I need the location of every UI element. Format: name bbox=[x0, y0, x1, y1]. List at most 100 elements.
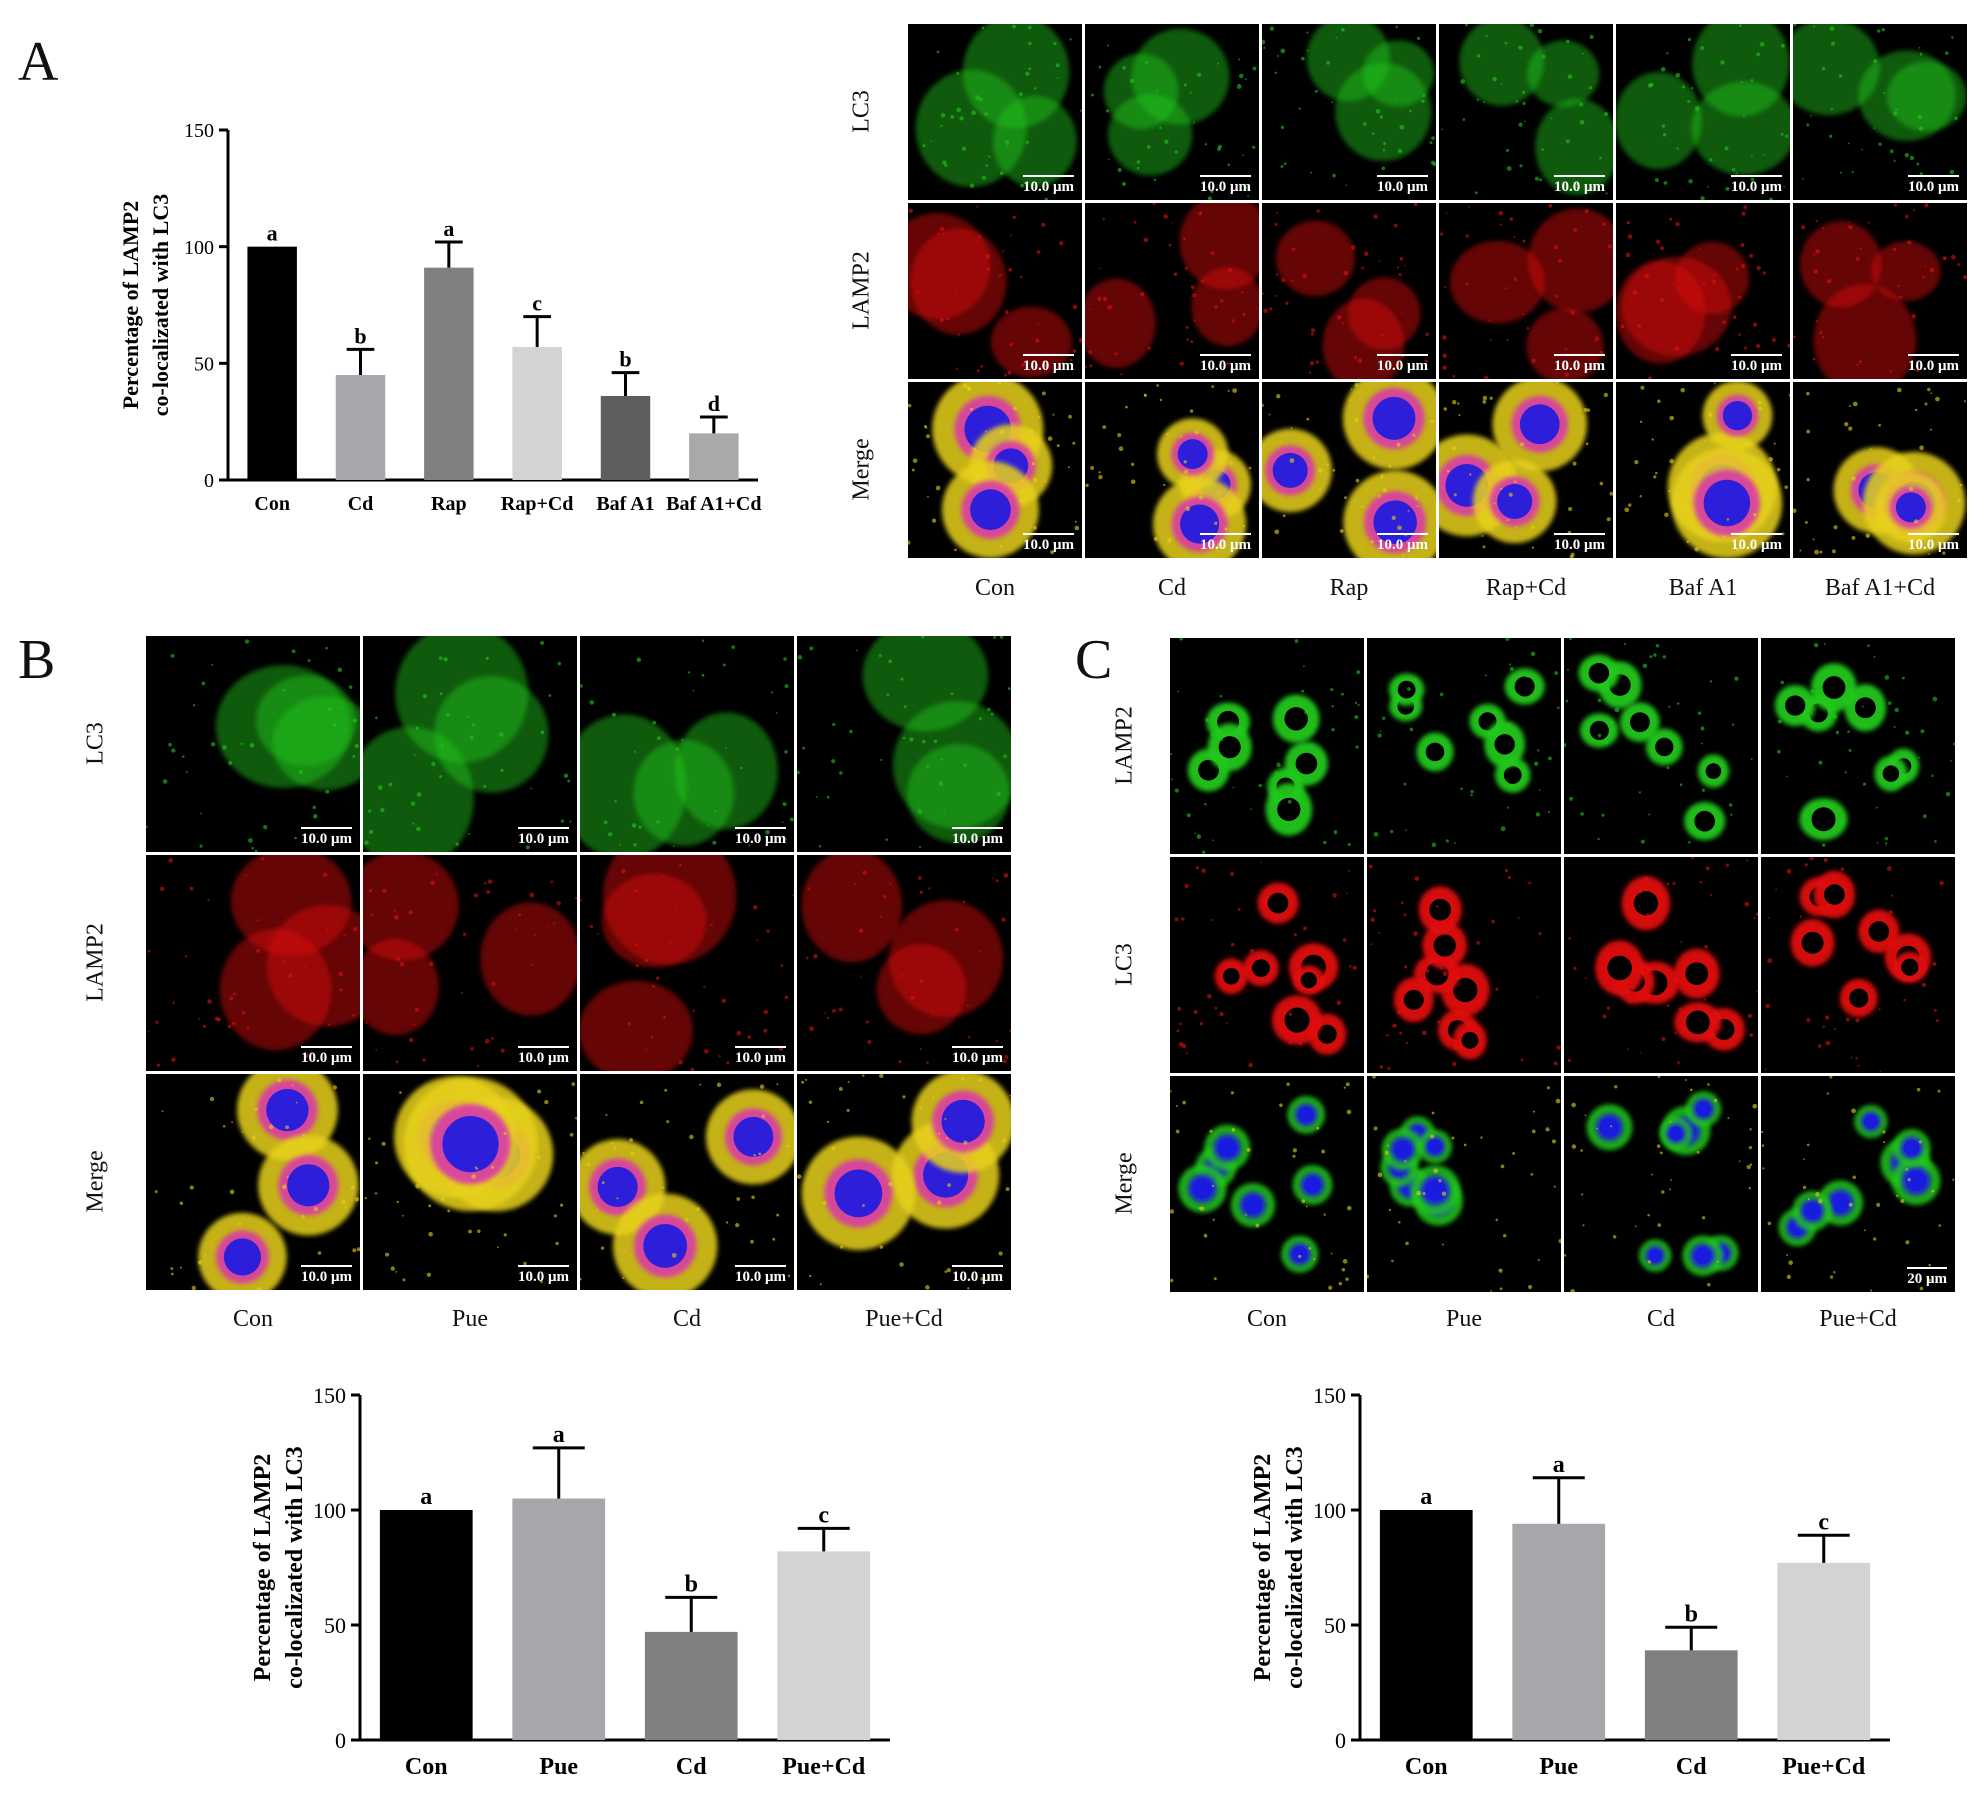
speckle bbox=[1106, 44, 1109, 47]
micrograph-image: 10.0 μm bbox=[797, 636, 1011, 852]
speckle bbox=[1541, 148, 1544, 151]
speckle bbox=[1218, 144, 1222, 149]
cell-hollow bbox=[1251, 959, 1270, 978]
speckle bbox=[503, 1233, 507, 1237]
speckle bbox=[1775, 888, 1778, 891]
speckle bbox=[1928, 553, 1931, 555]
speckle bbox=[617, 1231, 621, 1236]
speckle bbox=[1832, 714, 1838, 719]
x-tick-label: Cd bbox=[348, 493, 374, 515]
speckle bbox=[928, 887, 931, 890]
speckle bbox=[1003, 873, 1009, 878]
fluorescent-cell bbox=[1335, 62, 1432, 161]
speckle bbox=[1252, 66, 1257, 71]
nucleus-core bbox=[1803, 1202, 1821, 1220]
speckle bbox=[307, 659, 311, 662]
speckle bbox=[1551, 1139, 1556, 1144]
speckle bbox=[1565, 699, 1569, 703]
speckle bbox=[808, 1100, 813, 1104]
speckle bbox=[1393, 223, 1398, 228]
speckle bbox=[980, 1277, 985, 1281]
speckle bbox=[1506, 166, 1512, 171]
speckle bbox=[885, 838, 888, 841]
speckle bbox=[1252, 145, 1256, 149]
speckle bbox=[940, 113, 946, 118]
speckle bbox=[1509, 666, 1514, 671]
speckle bbox=[1133, 220, 1137, 224]
speckle bbox=[826, 1016, 830, 1019]
speckle bbox=[1470, 789, 1474, 794]
speckle bbox=[977, 234, 981, 238]
speckle bbox=[1780, 132, 1784, 136]
speckle bbox=[1498, 1268, 1503, 1273]
bar bbox=[1777, 1562, 1871, 1740]
fluorescent-cell bbox=[1191, 267, 1259, 347]
speckle bbox=[1003, 754, 1007, 759]
row-label: Merge bbox=[1111, 1152, 1138, 1215]
speckle bbox=[1125, 405, 1128, 409]
micrograph-image: 10.0 μm bbox=[1439, 24, 1613, 200]
speckle bbox=[1848, 1202, 1853, 1207]
speckle bbox=[1519, 164, 1523, 168]
speckle bbox=[1806, 478, 1810, 482]
speckle bbox=[1152, 203, 1156, 206]
fluorescent-cell bbox=[993, 95, 1077, 188]
speckle bbox=[312, 814, 318, 819]
speckle bbox=[1469, 473, 1472, 476]
micrograph-image: 10.0 μm bbox=[363, 636, 577, 852]
speckle bbox=[1803, 815, 1806, 818]
speckle bbox=[553, 922, 556, 925]
x-tick-label: Baf A1 bbox=[596, 493, 654, 515]
speckle bbox=[775, 712, 778, 714]
speckle bbox=[1059, 241, 1064, 246]
speckle bbox=[321, 1145, 325, 1149]
speckle bbox=[880, 915, 883, 918]
significance-letter: b bbox=[354, 323, 366, 348]
speckle bbox=[1939, 881, 1944, 886]
speckle bbox=[1345, 1277, 1349, 1281]
significance-letter: a bbox=[1553, 1452, 1565, 1478]
cell-hollow bbox=[1589, 720, 1609, 741]
speckle bbox=[1897, 387, 1902, 393]
speckle bbox=[364, 840, 369, 845]
speckle bbox=[1231, 319, 1236, 323]
micrograph-image bbox=[1367, 1076, 1561, 1292]
speckle bbox=[1529, 24, 1535, 28]
speckle bbox=[413, 754, 416, 757]
speckle bbox=[1383, 142, 1387, 145]
speckle bbox=[1748, 1187, 1751, 1190]
fluorescent-cell bbox=[1616, 260, 1706, 364]
speckle bbox=[1346, 1109, 1352, 1115]
nucleus-core bbox=[1905, 1170, 1927, 1191]
speckle bbox=[1436, 905, 1439, 908]
cell-hollow bbox=[1588, 662, 1610, 684]
bar bbox=[600, 396, 651, 480]
speckle bbox=[1381, 166, 1386, 171]
significance-letter: d bbox=[708, 391, 720, 416]
speckle bbox=[1660, 298, 1664, 303]
speckle bbox=[491, 981, 496, 986]
speckle bbox=[1238, 73, 1244, 79]
speckle bbox=[899, 1262, 904, 1267]
speckle bbox=[699, 1083, 702, 1086]
speckle bbox=[933, 739, 938, 744]
speckle bbox=[1219, 299, 1224, 303]
fluorescent-cell bbox=[1813, 284, 1917, 379]
speckle bbox=[1640, 839, 1645, 844]
speckle bbox=[1330, 687, 1334, 692]
speckle bbox=[211, 663, 214, 666]
speckle bbox=[1098, 65, 1102, 69]
y-tick-label: 50 bbox=[1324, 1613, 1346, 1638]
scale-bar-label: 10.0 μm bbox=[952, 1050, 1003, 1066]
speckle bbox=[428, 1204, 432, 1208]
speckle bbox=[1640, 420, 1643, 423]
column-label: Rap bbox=[1329, 575, 1369, 601]
speckle bbox=[1332, 893, 1337, 898]
speckle bbox=[412, 822, 415, 825]
speckle bbox=[1528, 881, 1532, 885]
speckle bbox=[241, 1011, 246, 1015]
speckle bbox=[231, 1121, 234, 1124]
micrograph-image: 10.0 μm bbox=[1616, 382, 1790, 558]
speckle bbox=[344, 1206, 348, 1209]
